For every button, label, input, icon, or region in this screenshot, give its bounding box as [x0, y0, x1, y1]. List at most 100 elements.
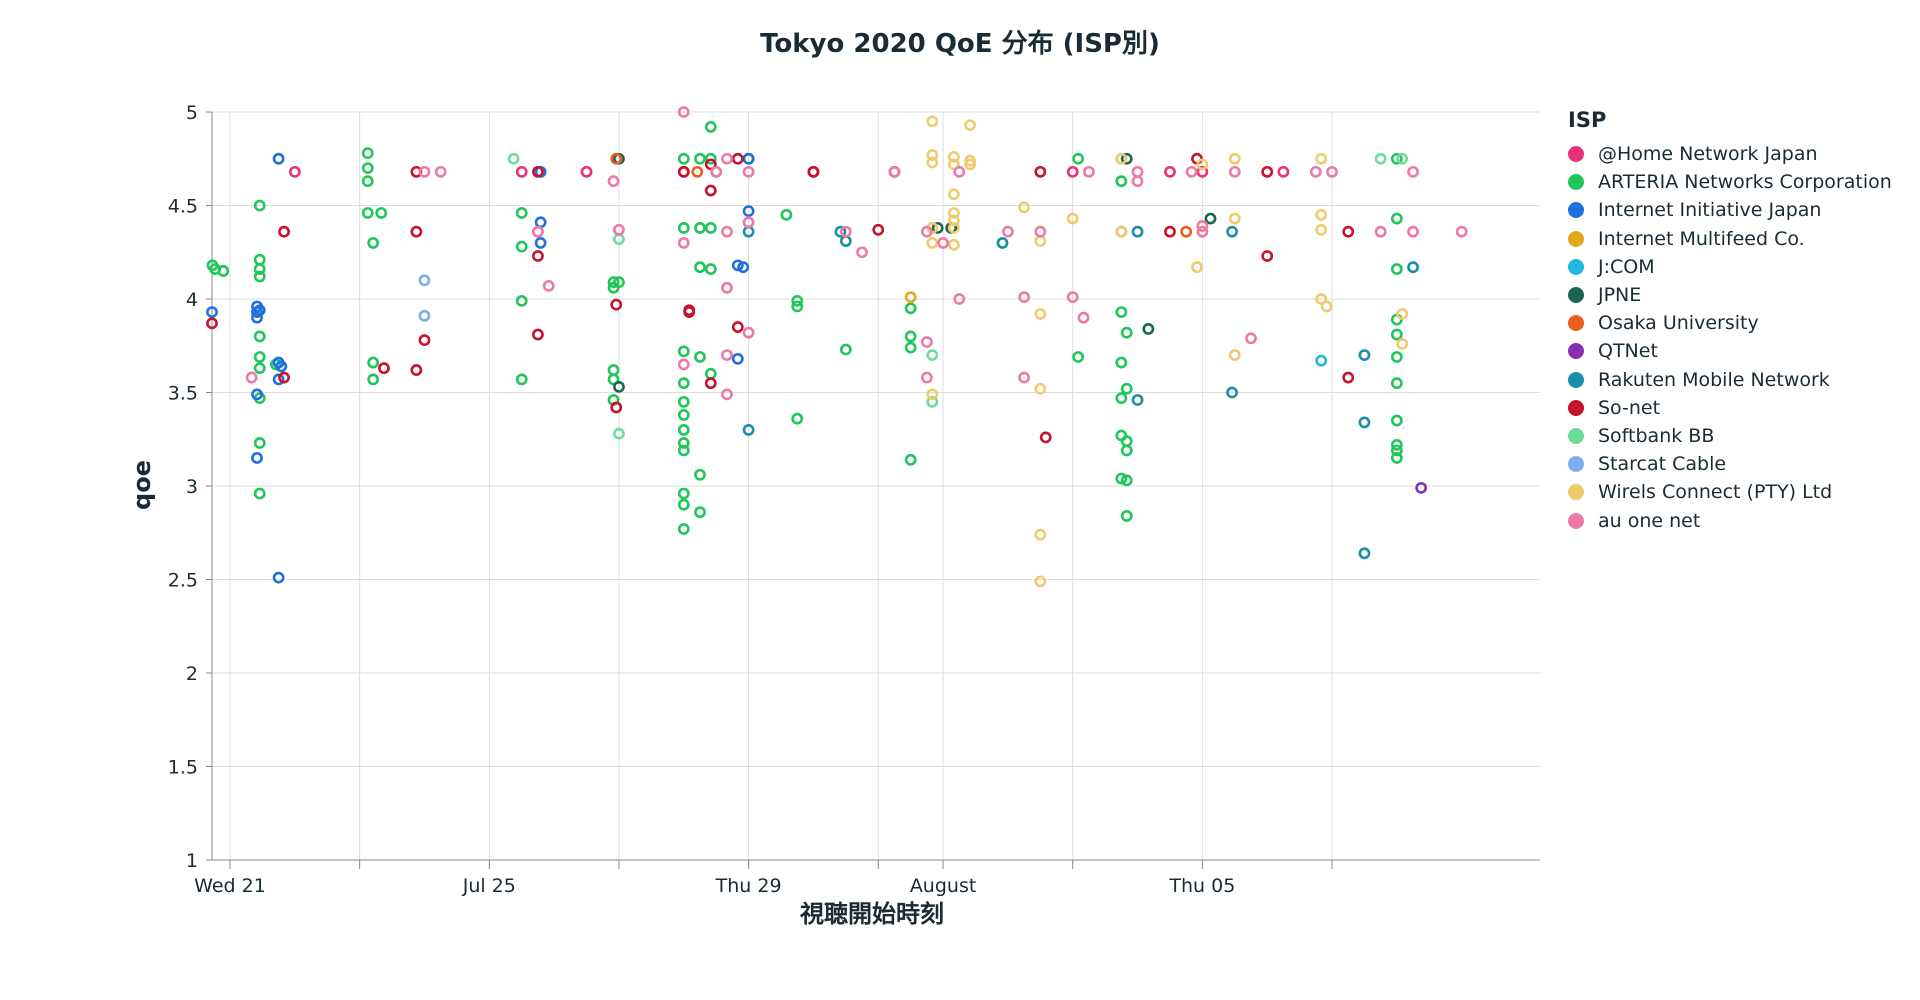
data-point	[253, 362, 266, 375]
data-point	[1315, 354, 1328, 367]
data-point	[737, 261, 750, 274]
data-point	[677, 165, 690, 178]
data-point	[1228, 165, 1241, 178]
legend-item: au one net	[1568, 506, 1892, 534]
series-4	[1315, 354, 1328, 367]
data-point	[704, 158, 717, 171]
data-point	[1120, 326, 1133, 339]
data-point	[1115, 152, 1128, 165]
data-point	[1277, 165, 1290, 178]
data-point	[691, 165, 704, 178]
data-point	[367, 373, 380, 386]
data-point	[1120, 474, 1133, 487]
data-point	[1204, 212, 1217, 225]
data-point	[926, 349, 939, 361]
data-point	[1039, 431, 1052, 444]
data-point	[1320, 300, 1333, 313]
data-point	[731, 152, 744, 165]
data-point	[251, 388, 263, 401]
data-point	[1390, 414, 1403, 427]
y-tick-label: 4	[186, 289, 198, 311]
data-point	[1115, 472, 1128, 485]
data-point	[920, 336, 933, 348]
data-point	[677, 423, 690, 436]
data-point	[1196, 220, 1209, 232]
data-point	[677, 222, 690, 234]
data-point	[1066, 165, 1079, 178]
data-point	[613, 223, 625, 236]
data-point	[1018, 371, 1031, 384]
data-point	[1390, 328, 1403, 341]
data-point	[704, 222, 717, 234]
data-point	[1374, 225, 1387, 238]
data-point	[947, 222, 960, 234]
data-points	[206, 106, 1468, 588]
data-point	[931, 222, 944, 234]
data-point	[721, 152, 733, 165]
data-point	[278, 371, 290, 384]
data-point	[694, 261, 706, 274]
data-point	[947, 207, 960, 219]
legend-item: So-net	[1568, 394, 1892, 422]
data-point	[694, 506, 706, 519]
data-point	[677, 437, 690, 449]
y-axis-label: qoe	[128, 460, 156, 510]
data-point	[1066, 212, 1079, 225]
legend-item: Internet Initiative Japan	[1568, 196, 1892, 224]
x-tick-label: Thu 29	[715, 875, 782, 897]
data-point	[1185, 165, 1198, 178]
data-point	[677, 444, 690, 457]
data-point	[607, 364, 620, 376]
data-point	[418, 309, 431, 322]
data-point	[534, 236, 547, 249]
data-point	[1066, 291, 1079, 304]
data-point	[1034, 382, 1047, 395]
data-point	[677, 498, 690, 511]
y-tick-label: 2	[186, 663, 198, 685]
data-point	[920, 371, 933, 384]
data-point	[904, 330, 917, 343]
data-point	[1226, 225, 1238, 238]
data-point	[1390, 438, 1403, 451]
data-point	[834, 225, 847, 238]
data-point	[253, 270, 266, 283]
data-point	[1315, 152, 1328, 165]
data-point	[1390, 263, 1403, 275]
data-point	[613, 380, 625, 393]
series-12	[926, 115, 1409, 588]
legend-swatch	[1568, 456, 1584, 473]
data-point	[683, 306, 696, 318]
series-11	[418, 274, 431, 322]
data-point	[1131, 394, 1144, 406]
legend-swatch	[1568, 287, 1584, 304]
data-point	[947, 238, 960, 251]
data-point	[1034, 225, 1047, 238]
data-point	[742, 152, 755, 165]
data-point	[1164, 165, 1176, 178]
data-point	[610, 298, 623, 311]
data-point	[1191, 261, 1203, 274]
data-point	[742, 165, 755, 178]
data-point	[515, 207, 528, 219]
data-point	[418, 334, 431, 347]
data-point	[1131, 175, 1144, 188]
legend-label: au one net	[1598, 509, 1701, 532]
legend-label: @Home Network Japan	[1598, 143, 1818, 166]
data-point	[278, 225, 290, 238]
data-point	[1407, 225, 1419, 238]
data-point	[704, 377, 717, 390]
data-point	[996, 236, 1009, 249]
series-13	[245, 106, 1468, 401]
data-point	[964, 158, 976, 171]
data-point	[742, 216, 755, 229]
data-point	[1245, 332, 1257, 345]
series-2	[206, 152, 755, 584]
data-point	[206, 317, 218, 330]
data-point	[1077, 311, 1090, 324]
data-point	[1115, 429, 1128, 442]
data-point	[1018, 291, 1031, 304]
data-point	[253, 253, 266, 266]
data-point	[888, 165, 901, 178]
data-point	[542, 280, 555, 292]
data-point	[253, 304, 266, 317]
